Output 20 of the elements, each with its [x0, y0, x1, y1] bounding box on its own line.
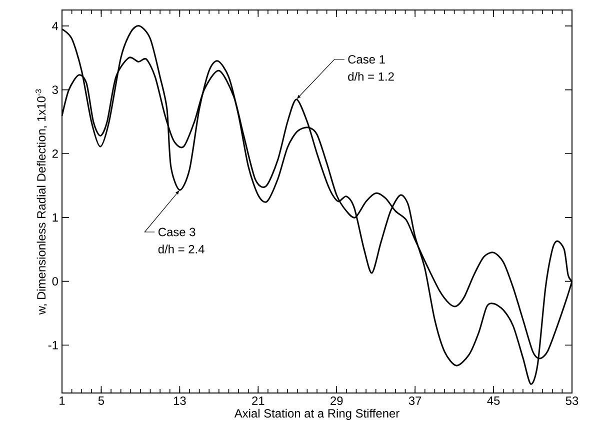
x-tick-label: 53: [566, 396, 578, 405]
y-tick-label: 0: [52, 277, 58, 286]
x-tick-label: 5: [98, 396, 104, 405]
x-tick-label: 37: [408, 396, 422, 405]
y-tick-label: 2: [52, 149, 58, 158]
x-tick-label: 45: [487, 396, 500, 405]
annotation: d/h = 1.2: [348, 72, 394, 81]
annotation: Case 1: [348, 55, 385, 64]
annotation: d/h = 2.4: [158, 244, 204, 254]
y-tick-label: -1: [48, 341, 58, 350]
y-tick-label: 1: [52, 213, 58, 222]
y-axis-title: w, Dimensionless Radial Deflection, 1x10$^{-3}$: [36, 89, 48, 315]
x-tick-label: 1: [60, 396, 65, 405]
x-tick-label: 21: [252, 396, 264, 405]
y-tick-label: 3: [52, 86, 58, 94]
y-tick-label: 4: [52, 22, 58, 30]
x-axis-title: Axial Station at a Ring Stiffener: [234, 408, 400, 420]
x-tick-label: 13: [174, 396, 186, 405]
annotation: Case 3: [158, 228, 196, 236]
x-tick-label: 29: [330, 396, 343, 405]
